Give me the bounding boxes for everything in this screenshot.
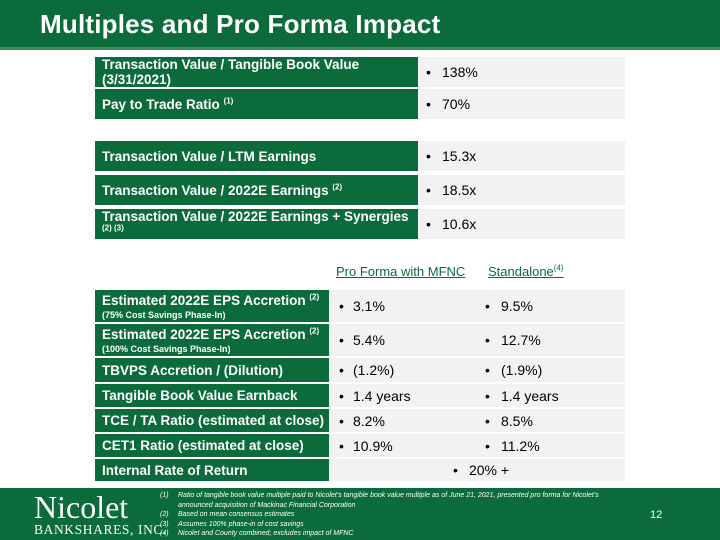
nicolet-logo: Nicolet BANKSHARES, INC. xyxy=(34,489,167,538)
column-header-standalone: Standalone(4) xyxy=(488,263,564,279)
pro-forma-value: • 1.4 years xyxy=(329,384,477,409)
impact-label: CET1 Ratio (estimated at close) xyxy=(95,434,329,459)
irr-value: • 20% + xyxy=(329,459,625,483)
impact-label: Tangible Book Value Earnback xyxy=(95,384,329,409)
page-number: 12 xyxy=(650,509,663,521)
summary-label: Transaction Value / 2022E Earnings + Syn… xyxy=(95,209,418,241)
summary-value: • 18.5x xyxy=(418,175,625,207)
standalone-value: • 8.5% xyxy=(477,409,625,434)
summary-row: Transaction Value / 2022E Earnings (2) •… xyxy=(95,175,625,207)
title-bar: Multiples and Pro Forma Impact xyxy=(0,0,720,50)
summary-row: Transaction Value / Tangible Book Value … xyxy=(95,57,625,89)
summary-value: • 138% xyxy=(418,57,625,89)
summary-label: Transaction Value / LTM Earnings xyxy=(95,141,418,173)
impact-row: Estimated 2022E EPS Accretion (2) (75% C… xyxy=(95,290,625,324)
summary-value: • 70% xyxy=(418,89,625,121)
footnote: (1) Ratio of tangible book value multiple… xyxy=(160,492,599,509)
standalone-value: • 9.5% xyxy=(477,290,625,324)
page-title: Multiples and Pro Forma Impact xyxy=(40,9,441,39)
footnote: (2) Based on mean consensus estimates xyxy=(160,511,295,518)
summary-value: • 10.6x xyxy=(418,209,625,241)
summary-row: Transaction Value / 2022E Earnings + Syn… xyxy=(95,209,625,241)
summary-row: Pay to Trade Ratio (1) • 70% xyxy=(95,89,625,121)
logo-tagline: BANKSHARES, INC. xyxy=(34,522,167,537)
logo-name: Nicolet xyxy=(34,489,129,525)
pro-forma-value: • 10.9% xyxy=(329,434,477,459)
impact-label: TBVPS Accretion / (Dilution) xyxy=(95,358,329,384)
irr-row: Internal Rate of Return • 20% + xyxy=(95,459,625,483)
impact-row: TBVPS Accretion / (Dilution) • (1.2%) • (1… xyxy=(95,358,625,384)
summary-value: • 15.3x xyxy=(418,141,625,173)
impact-row: CET1 Ratio (estimated at close) • 10.9% •… xyxy=(95,434,625,459)
impact-label: Estimated 2022E EPS Accretion (2) (100% … xyxy=(95,324,329,358)
impact-label: Estimated 2022E EPS Accretion (2) (75% C… xyxy=(95,290,329,324)
standalone-value: • (1.9%) xyxy=(477,358,625,384)
standalone-value: • 12.7% xyxy=(477,324,625,358)
column-header-pro-forma: Pro Forma with MFNC xyxy=(336,264,466,279)
impact-row: Tangible Book Value Earnback • 1.4 years … xyxy=(95,384,625,409)
footnotes: (1) Ratio of tangible book value multiple… xyxy=(160,491,630,539)
summary-label: Transaction Value / Tangible Book Value … xyxy=(95,57,418,89)
summary-row: Transaction Value / LTM Earnings • 15.3x xyxy=(95,141,625,173)
pro-forma-value: • 3.1% xyxy=(329,290,477,324)
footnote: (4) Nicolet and County combined; excludes… xyxy=(160,530,354,537)
irr-label: Internal Rate of Return xyxy=(95,459,329,483)
impact-row: Estimated 2022E EPS Accretion (2) (100% … xyxy=(95,324,625,358)
pro-forma-value: • (1.2%) xyxy=(329,358,477,384)
footer-bar xyxy=(0,488,720,540)
pro-forma-value: • 5.4% xyxy=(329,324,477,358)
impact-row: TCE / TA Ratio (estimated at close) • 8.2… xyxy=(95,409,625,434)
standalone-value: • 11.2% xyxy=(477,434,625,459)
pro-forma-value: • 8.2% xyxy=(329,409,477,434)
impact-label: TCE / TA Ratio (estimated at close) xyxy=(95,409,329,434)
standalone-value: • 1.4 years xyxy=(477,384,625,409)
summary-label: Transaction Value / 2022E Earnings (2) xyxy=(95,175,418,207)
summary-label: Pay to Trade Ratio (1) xyxy=(95,89,418,121)
footnote: (3) Assumes 100% phase-in of cost savings xyxy=(160,520,304,528)
